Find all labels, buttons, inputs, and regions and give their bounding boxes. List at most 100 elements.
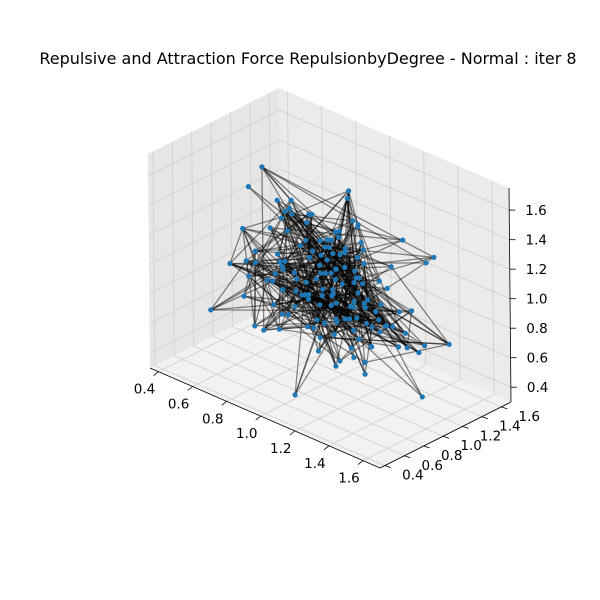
- edge: [282, 289, 346, 320]
- node: [311, 325, 317, 331]
- edge: [272, 280, 388, 290]
- edge: [291, 213, 377, 312]
- edge: [346, 198, 366, 363]
- edge: [344, 248, 373, 328]
- y-grid-line: [271, 306, 502, 408]
- edge: [305, 239, 420, 354]
- node: [243, 258, 249, 264]
- edge: [334, 232, 338, 322]
- node: [280, 287, 286, 293]
- edge: [357, 257, 380, 282]
- edge: [344, 250, 365, 265]
- edge: [291, 213, 308, 224]
- edge: [320, 336, 450, 345]
- edge: [266, 279, 406, 334]
- x-grid-line: [457, 165, 461, 380]
- edge: [279, 328, 399, 348]
- node: [348, 345, 354, 351]
- z-tick-label: 1.0: [526, 292, 547, 308]
- x-grid-line: [491, 180, 495, 395]
- y-grid-line: [154, 365, 386, 466]
- edge: [313, 240, 332, 328]
- edge: [278, 261, 281, 330]
- node: [409, 308, 415, 314]
- edge: [229, 262, 334, 295]
- x-tick-label: 1.6: [338, 471, 359, 487]
- node: [274, 251, 281, 257]
- left-pane: [148, 88, 281, 368]
- node: [388, 264, 394, 270]
- edge: [317, 306, 355, 352]
- node: [355, 224, 361, 230]
- edge: [281, 265, 354, 331]
- edge: [333, 277, 357, 335]
- node: [360, 247, 366, 253]
- x-grid-line: [287, 91, 290, 306]
- edge: [229, 262, 332, 307]
- node: [306, 296, 312, 302]
- edge: [325, 272, 380, 282]
- edge: [334, 231, 423, 398]
- edge: [308, 213, 365, 265]
- node: [354, 254, 361, 261]
- node: [261, 327, 267, 333]
- node: [331, 331, 337, 337]
- edge: [281, 217, 355, 283]
- edge: [328, 247, 400, 348]
- node: [272, 271, 278, 277]
- node: [292, 304, 298, 310]
- edge: [364, 326, 373, 375]
- node: [252, 260, 258, 266]
- edge: [278, 290, 297, 330]
- edge: [364, 307, 380, 321]
- node: [351, 354, 357, 360]
- edge: [324, 246, 334, 295]
- node: [358, 240, 364, 246]
- edge: [261, 166, 360, 279]
- y-tick-label: 1.0: [460, 438, 481, 454]
- node: [322, 244, 328, 250]
- node: [317, 237, 323, 244]
- edge: [356, 257, 387, 327]
- edge: [358, 277, 394, 328]
- node: [274, 197, 280, 203]
- y-tick: [423, 445, 430, 449]
- edge: [294, 236, 340, 274]
- x-grid-line: [158, 305, 290, 373]
- edge: [331, 294, 393, 328]
- node: [376, 278, 382, 284]
- edge: [346, 198, 359, 258]
- edge: [245, 260, 326, 324]
- node: [416, 350, 422, 356]
- edge: [304, 294, 381, 333]
- edge: [263, 259, 328, 331]
- edge: [344, 220, 354, 319]
- edge: [332, 289, 358, 319]
- node: [314, 317, 320, 323]
- edge: [243, 295, 332, 307]
- y-grid-line: [210, 122, 214, 337]
- z-tick-label: 1.6: [525, 203, 546, 219]
- x-grid-line: [192, 320, 324, 387]
- edge: [287, 230, 392, 268]
- edge: [308, 214, 313, 258]
- edge: [349, 310, 376, 320]
- node: [282, 208, 288, 214]
- edge: [284, 210, 403, 241]
- edge: [312, 239, 328, 252]
- edge: [304, 294, 352, 349]
- x-grid-line: [294, 364, 426, 432]
- edge: [245, 260, 250, 277]
- node: [384, 285, 390, 291]
- node: [245, 184, 251, 190]
- edge: [295, 278, 320, 352]
- z-tick-label: 0.6: [527, 351, 548, 367]
- node: [271, 302, 277, 308]
- node: [227, 260, 233, 267]
- node: [339, 281, 345, 287]
- edge: [357, 292, 372, 347]
- edge: [338, 237, 373, 348]
- node: [267, 225, 273, 231]
- edge: [319, 265, 366, 375]
- node: [324, 237, 330, 243]
